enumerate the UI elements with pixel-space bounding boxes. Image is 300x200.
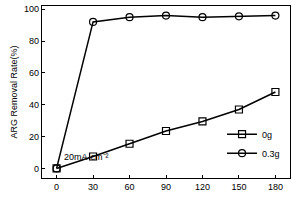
svg-text:20: 20 [29,132,39,142]
svg-text:0.3g: 0.3g [262,149,280,159]
svg-text:ARG Removal Rate(%): ARG Removal Rate(%) [9,45,19,138]
svg-text:60: 60 [29,68,39,78]
svg-text:40: 40 [29,100,39,110]
svg-text:60: 60 [125,182,135,192]
svg-text:0g: 0g [262,130,272,140]
svg-text:120: 120 [195,182,210,192]
svg-text:30: 30 [88,182,98,192]
svg-text:180: 180 [268,182,283,192]
svg-text:90: 90 [161,182,171,192]
svg-text:20mA·cm⁻²: 20mA·cm⁻² [64,152,109,162]
svg-text:0: 0 [54,182,59,192]
svg-text:150: 150 [231,182,246,192]
svg-text:80: 80 [29,36,39,46]
svg-text:100: 100 [24,4,39,14]
svg-text:0: 0 [34,164,39,174]
